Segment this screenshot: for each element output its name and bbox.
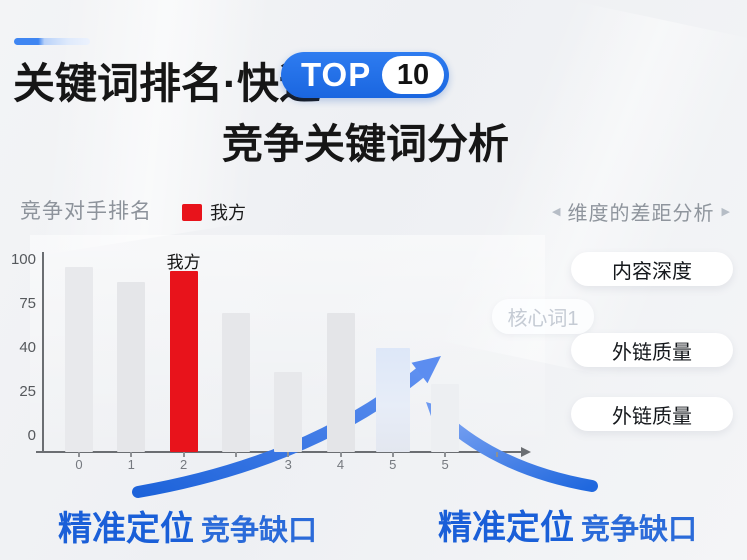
faded-keyword-tag: 核心词1 [492,299,594,334]
x-tick-mark [339,452,342,457]
y-tick-label: 75 [19,295,36,312]
bar [326,313,355,452]
legend-label: 我方 [210,203,246,223]
x-tick-mark [182,452,185,457]
legend-swatch-red [182,203,202,221]
page-subtitle: 竞争关键词分析 [222,121,509,167]
badge-number: 10 [396,58,430,91]
x-tick-label: 2 [179,457,188,472]
x-tick-mark [287,452,290,457]
chevron-left-icon[interactable]: ◀ [552,206,561,218]
x-axis-arrowhead-icon [521,447,531,457]
callout-strong-text: 精准定位 [438,509,574,547]
panel-title-text: 维度的差距分析 [567,203,715,225]
bar [117,281,146,452]
callout-strong-text: 精准定位 [58,510,194,548]
x-tick-mark [391,452,394,457]
x-tick-mark [444,452,447,457]
callout-rest-text: 竞争缺口 [581,514,698,546]
dimension-panel-title: ◀ 维度的差距分析 ▶ [552,197,730,226]
dimension-pill-content-depth[interactable]: 内容深度 [571,252,733,286]
callout-left: 精准定位 竞争缺口 [58,501,317,550]
y-tick-label: 25 [19,383,36,400]
bar [375,348,410,452]
bar [431,383,460,452]
bar [221,313,250,452]
x-tick-label: 1 [127,457,135,472]
x-tick-mark [234,452,237,457]
top10-badge: TOP 10 [281,52,449,98]
dimension-pill-backlink-quality-2[interactable]: 外链质量 [571,397,733,431]
x-tick-mark [78,452,80,457]
bar-our-side [169,270,198,452]
x-tick-mark [130,452,133,457]
y-tick-label: 100 [10,251,36,268]
badge-label: TOP [301,56,372,93]
callout-right: 精准定位 竞争缺口 [438,500,697,549]
y-axis-line [42,252,44,452]
y-tick-label: 40 [19,339,36,356]
x-tick-label: 3 [284,457,292,472]
y-tick-label: 0 [27,427,36,444]
bar-annotation: 我方 [166,252,201,272]
x-tick-label: 0 [75,457,83,472]
chevron-right-icon[interactable]: ▶ [721,206,730,218]
page-title: 关键词排名·快速 [13,60,321,107]
badge-number-pill: 10 [382,56,444,94]
dimension-pill-backlink-quality-1[interactable]: 外链质量 [571,333,733,367]
x-tick-mark [496,452,499,457]
chart-legend: 我方 [182,199,246,225]
bar [65,267,93,452]
x-tick-label: 5 [441,457,449,472]
x-tick-label: 4 [336,457,345,472]
progress-bar-decoration [14,38,90,45]
callout-rest-text: 竞争缺口 [201,515,318,547]
bar [274,372,303,452]
chart-title: 竞争对手排名 [20,200,152,223]
x-tick-label: 5 [389,457,397,472]
